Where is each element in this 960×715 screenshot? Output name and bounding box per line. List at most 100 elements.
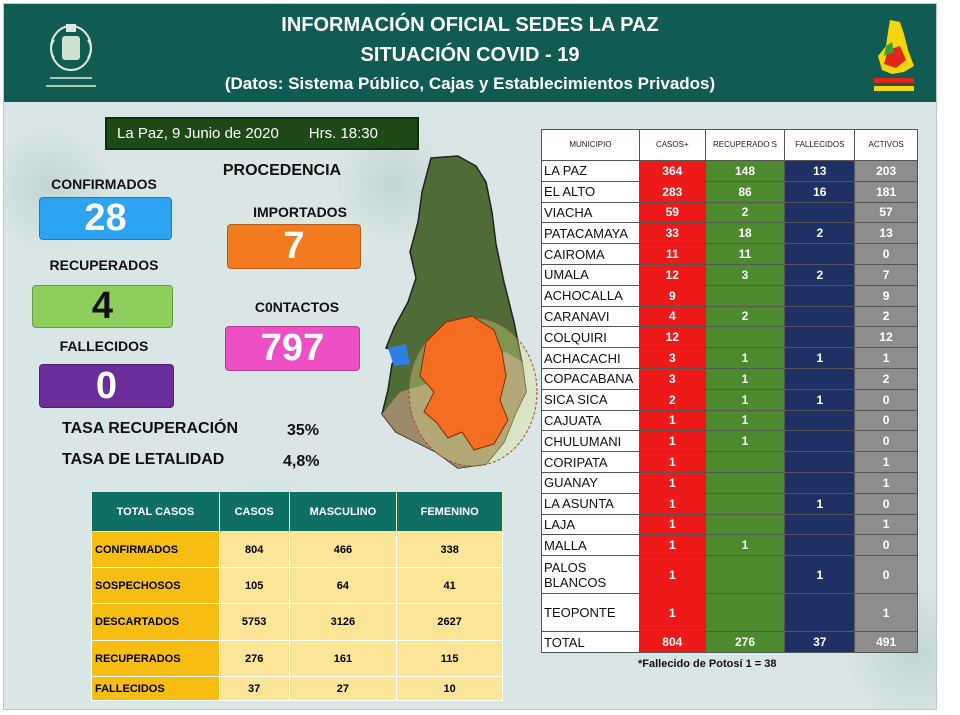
- summary-cell: 27: [288, 676, 398, 701]
- municipio-cell: [784, 430, 856, 453]
- table-row: PALOS BLANCOS 1 1 0: [541, 555, 918, 595]
- municipio-cell: [784, 201, 856, 224]
- summary-header: MASCULINO: [288, 491, 398, 532]
- municipio-cell: 18: [704, 222, 786, 245]
- municipio-name: TEOPONTE: [541, 593, 640, 633]
- municipio-cell: 1: [638, 513, 706, 536]
- municipio-cell: 3: [638, 367, 706, 390]
- municipio-cell: 1: [704, 367, 786, 390]
- summary-cell: 804: [218, 531, 290, 568]
- table-row: CHULUMANI 1 1 0: [541, 430, 918, 453]
- recuperados-value: 4: [32, 285, 173, 328]
- summary-cell: SOSPECHOSOS: [91, 567, 220, 604]
- table-row: CAJUATA 1 1 0: [541, 409, 918, 432]
- municipio-cell: 203: [854, 160, 918, 182]
- municipio-cell: 1: [854, 451, 918, 473]
- report-time: Hrs. 18:30: [308, 125, 378, 142]
- municipio-cell: [784, 534, 856, 557]
- table-row: COPACABANA 3 1 2: [541, 367, 918, 390]
- tasa-letalidad-value: 4,8%: [283, 453, 320, 470]
- table-row: RECUPERADOS 276 161 115: [91, 640, 503, 677]
- total-cell: 276: [704, 631, 786, 653]
- municipio-cell: 0: [854, 243, 918, 265]
- summary-cell: CONFIRMADOS: [91, 531, 220, 568]
- municipio-name: CAJUATA: [541, 409, 640, 432]
- summary-header: CASOS: [218, 491, 290, 532]
- municipios-header: FALLECIDOS: [784, 129, 856, 161]
- municipio-cell: [784, 513, 856, 536]
- municipio-cell: 12: [638, 326, 706, 349]
- municipio-cell: [704, 471, 786, 494]
- table-row: MALLA 1 1 0: [541, 534, 918, 557]
- municipio-cell: [784, 305, 856, 328]
- total-label: TOTAL: [541, 631, 640, 653]
- municipio-cell: [704, 492, 786, 515]
- municipio-cell: 2: [704, 305, 786, 328]
- table-row: COLQUIRI 12 12: [541, 326, 918, 349]
- municipio-cell: 1: [854, 347, 918, 369]
- summary-header: TOTAL CASOS: [91, 491, 220, 532]
- total-cell: 37: [784, 631, 856, 653]
- table-row: SICA SICA 2 1 1 0: [541, 388, 918, 411]
- municipio-cell: 1: [854, 513, 918, 536]
- contactos-label: C0NTACTOS: [254, 299, 340, 315]
- municipio-cell: [784, 593, 856, 633]
- municipio-cell: [784, 367, 856, 390]
- municipio-cell: 1: [704, 409, 786, 432]
- municipio-cell: 148: [704, 160, 786, 182]
- header-banner: INFORMACIÓN OFICIAL SEDES LA PAZ SITUACI…: [4, 4, 936, 102]
- municipio-cell: 12: [638, 263, 706, 286]
- table-row: TEOPONTE 1 1: [541, 593, 918, 633]
- table-row: LAJA 1 1: [541, 513, 918, 536]
- sedes-logo-icon: [874, 20, 914, 91]
- header-title: INFORMACIÓN OFICIAL SEDES LA PAZ: [281, 14, 659, 36]
- table-row: SOSPECHOSOS 105 64 41: [91, 567, 503, 604]
- municipio-cell: 1: [704, 534, 786, 557]
- summary-header: FEMENINO: [396, 491, 503, 532]
- municipio-cell: 2: [854, 367, 918, 390]
- table-row: LA PAZ 364 148 13 203: [541, 160, 918, 182]
- municipio-cell: 1: [784, 388, 856, 411]
- municipio-cell: 1: [638, 534, 706, 557]
- tasa-recuperacion-value: 35%: [287, 422, 320, 439]
- municipio-cell: [784, 284, 856, 307]
- municipio-cell: 1: [638, 555, 706, 595]
- municipio-cell: 1: [638, 409, 706, 432]
- municipio-cell: 9: [854, 284, 918, 307]
- municipio-name: VIACHA: [541, 201, 640, 224]
- municipio-name: PALOS BLANCOS: [541, 555, 640, 595]
- municipio-cell: [704, 284, 786, 307]
- municipio-name: GUANAY: [541, 471, 640, 494]
- municipio-name: CAIROMA: [541, 243, 640, 265]
- table-row: FALLECIDOS 37 27 10: [91, 676, 503, 701]
- municipio-cell: 33: [638, 222, 706, 245]
- summary-cell: 161: [288, 640, 398, 677]
- municipio-cell: 9: [638, 284, 706, 307]
- summary-cell: 10: [396, 676, 503, 701]
- municipio-cell: 57: [854, 201, 918, 224]
- table-row: PATACAMAYA 33 18 2 13: [541, 222, 918, 245]
- date-bar: La Paz, 9 Junio de 2020 Hrs. 18:30: [105, 117, 419, 150]
- summary-cell: 2627: [396, 603, 503, 641]
- municipio-cell: 1: [854, 471, 918, 494]
- total-cell: 804: [638, 631, 706, 653]
- municipio-name: COLQUIRI: [541, 326, 640, 349]
- municipio-name: CORIPATA: [541, 451, 640, 473]
- municipio-cell: 181: [854, 180, 918, 203]
- municipio-cell: 2: [638, 388, 706, 411]
- table-row: CONFIRMADOS 804 466 338: [91, 531, 503, 568]
- municipio-name: ACHACACHI: [541, 347, 640, 369]
- municipio-cell: 11: [638, 243, 706, 265]
- municipio-name: COPACABANA: [541, 367, 640, 390]
- table-row: LA ASUNTA 1 1 0: [541, 492, 918, 515]
- municipio-cell: 59: [638, 201, 706, 224]
- municipio-cell: 0: [854, 555, 918, 595]
- summary-cell: 37: [218, 676, 290, 701]
- municipio-cell: [784, 326, 856, 349]
- municipio-cell: 1: [638, 593, 706, 633]
- summary-cell: DESCARTADOS: [91, 603, 220, 641]
- municipio-cell: [704, 555, 786, 595]
- municipio-name: LAJA: [541, 513, 640, 536]
- coat-of-arms-icon: [46, 24, 96, 87]
- summary-cell: 105: [218, 567, 290, 604]
